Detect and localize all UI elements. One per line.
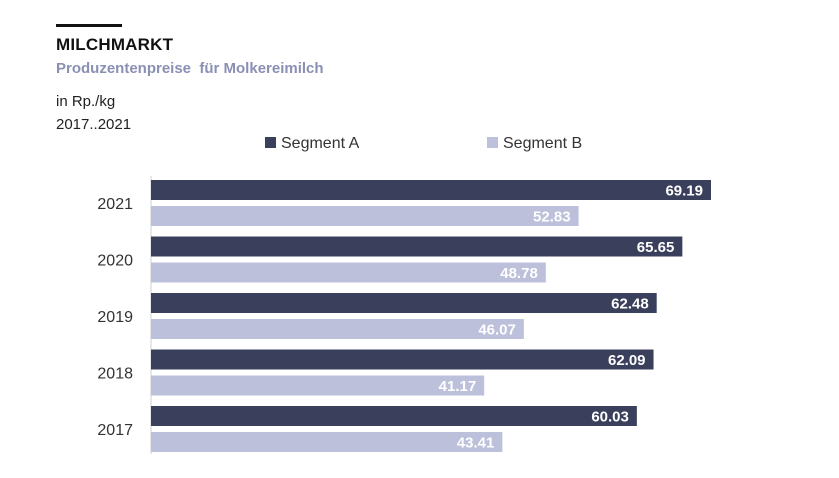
unit-label: in Rp./kg (56, 93, 116, 110)
year-label-2017: 2017 (97, 422, 133, 439)
value-label-segment-b-2018: 41.17 (439, 378, 477, 395)
value-label-segment-a-2017: 60.03 (591, 409, 629, 426)
bar-segment-b-2019 (151, 319, 524, 339)
bar-segment-a-2020 (151, 236, 683, 257)
period-label: 2017..2021 (56, 116, 132, 133)
chart-title: MILCHMARKT (56, 35, 174, 54)
chart-subtitle: Produzentenpreise für Molkereimilch (56, 60, 324, 77)
bar-segment-b-2018 (151, 375, 485, 396)
legend-swatch-segment-b (487, 137, 498, 148)
bar-segment-b-2020 (151, 262, 546, 283)
legend-label-segment-b: Segment B (503, 135, 582, 152)
title-accent-bar (56, 24, 122, 27)
year-label-2020: 2020 (97, 253, 133, 270)
bar-segment-a-2017 (151, 406, 637, 426)
legend-swatch-segment-a (265, 137, 276, 148)
bar-segment-b-2017 (151, 432, 503, 452)
legend-label-segment-a: Segment A (281, 135, 360, 152)
bar-segment-b-2021 (151, 206, 579, 226)
bar-segment-a-2021 (151, 180, 711, 200)
value-label-segment-b-2020: 48.78 (500, 265, 538, 282)
bar-segment-a-2019 (151, 293, 657, 313)
value-label-segment-b-2019: 46.07 (478, 322, 516, 339)
value-label-segment-b-2017: 43.41 (457, 435, 495, 452)
value-label-segment-b-2021: 52.83 (533, 209, 571, 226)
bar-segment-a-2018 (151, 349, 654, 370)
value-label-segment-a-2021: 69.19 (665, 183, 703, 200)
value-label-segment-a-2019: 62.48 (611, 296, 649, 313)
value-label-segment-a-2018: 62.09 (608, 352, 646, 369)
value-label-segment-a-2020: 65.65 (637, 239, 675, 256)
year-label-2019: 2019 (97, 309, 133, 326)
year-label-2018: 2018 (97, 366, 133, 383)
year-label-2021: 2021 (97, 196, 133, 213)
